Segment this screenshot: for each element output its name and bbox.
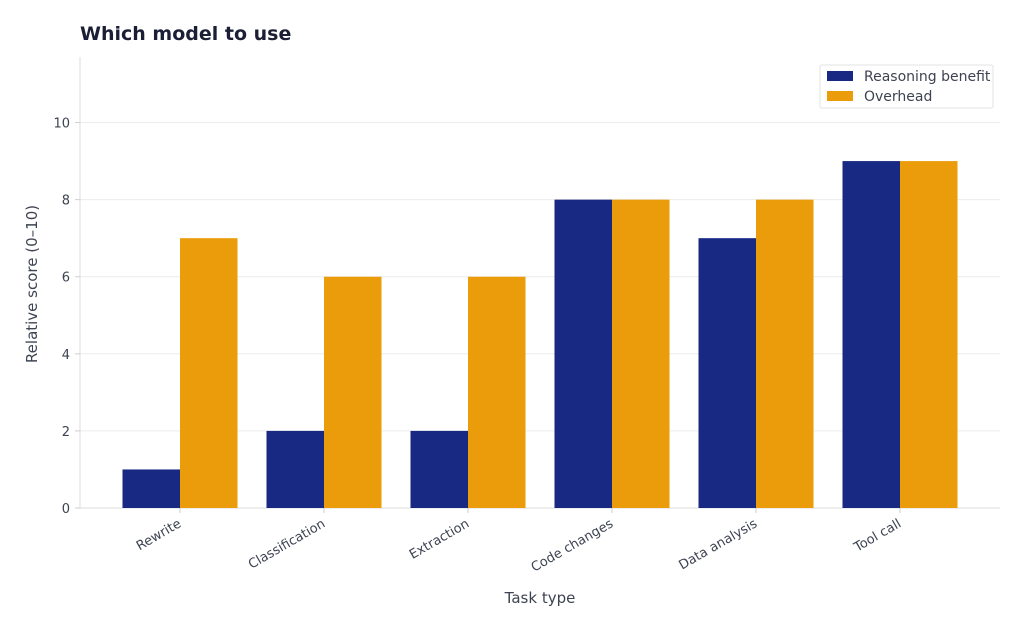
y-tick-label: 4 [62, 348, 70, 363]
y-tick-label: 2 [62, 425, 70, 440]
y-tick-label: 8 [62, 194, 70, 209]
bar-reasoning-benefit [410, 430, 468, 508]
x-axis-label: Task type [504, 589, 576, 607]
legend: Reasoning benefit Overhead [819, 64, 994, 109]
bar-overhead [900, 161, 958, 509]
x-ticks: Rewrite Classification Extraction Code chan… [134, 508, 904, 575]
chart-title: Which model to use [80, 23, 291, 45]
x-tick-label: Classification [246, 516, 328, 572]
x-tick-label: Tool call [851, 516, 904, 555]
x-tick-label: Rewrite [134, 516, 184, 554]
bar-reasoning-benefit [842, 161, 900, 509]
bar-reasoning-benefit [554, 199, 612, 508]
bar-overhead [324, 276, 382, 508]
bar-reasoning-benefit [122, 469, 180, 508]
bar-overhead [468, 276, 526, 508]
legend-box [819, 64, 994, 109]
x-tick-label: Data analysis [676, 516, 760, 573]
y-tick-label: 10 [53, 117, 70, 132]
y-ticks: 0 2 4 6 8 10 [53, 117, 80, 517]
y-tick-label: 6 [62, 271, 70, 286]
bar-overhead [756, 199, 814, 508]
bar-reasoning-benefit [698, 238, 756, 508]
x-tick-label: Extraction [407, 516, 472, 562]
bar-reasoning-benefit [266, 430, 324, 508]
y-tick-label: 0 [62, 502, 70, 517]
legend-swatch-reasoning [827, 71, 853, 81]
bars [122, 161, 958, 509]
y-axis-label: Relative score (0–10) [23, 205, 41, 363]
x-tick-label: Code changes [529, 516, 616, 575]
legend-label-overhead: Overhead [864, 89, 932, 105]
legend-swatch-overhead [827, 91, 853, 101]
bar-overhead [612, 199, 670, 508]
bar-overhead [180, 238, 238, 508]
legend-label-reasoning: Reasoning benefit [864, 69, 991, 85]
